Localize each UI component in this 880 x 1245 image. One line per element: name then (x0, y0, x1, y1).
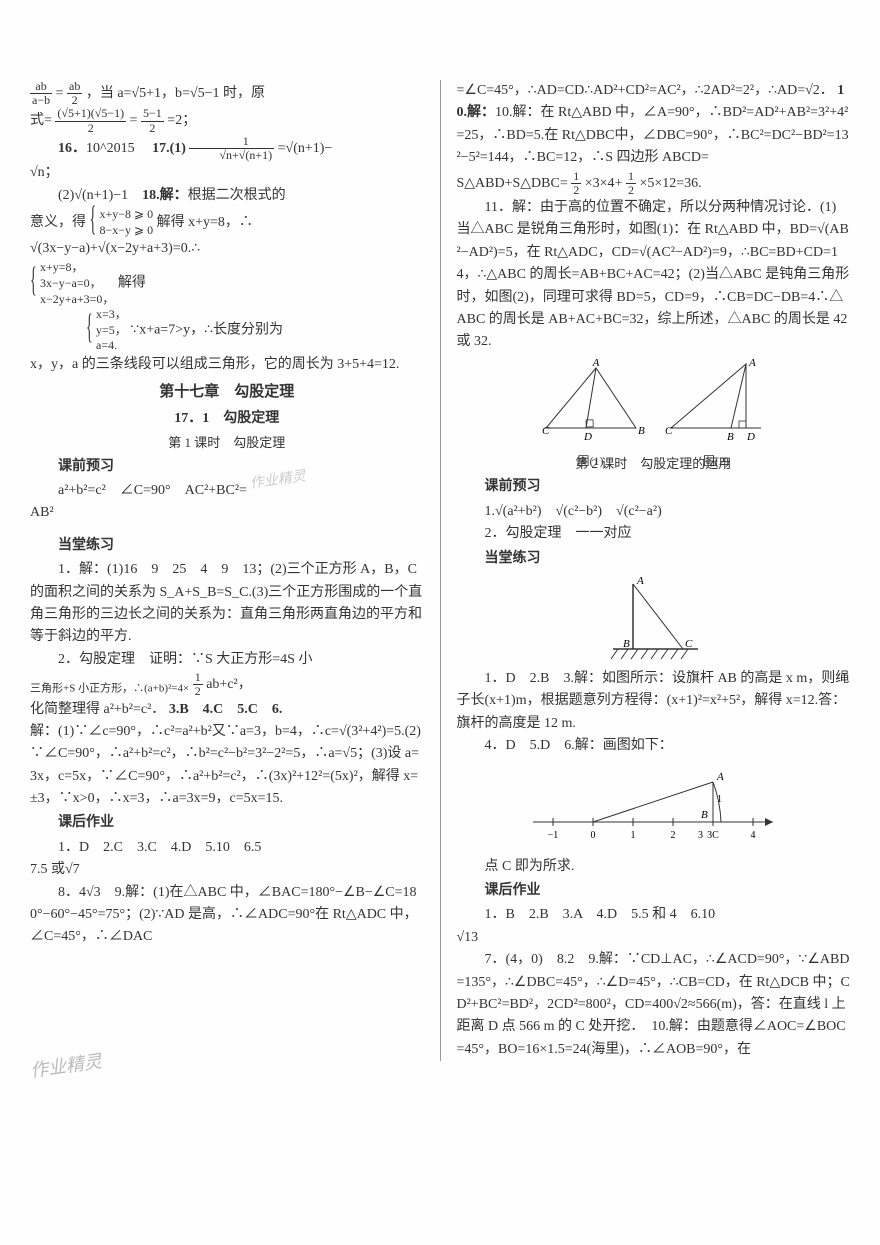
numberline-figure: −1 0 1 2 3C 4 A B 1 3 (523, 762, 783, 852)
numberline-text: 点 C 即为所求. (457, 856, 851, 878)
left-line2: 式= (√5+1)(√5−1)2 = 5−12 =2； (30, 107, 424, 134)
right-hw-1: 1．B 2.B 3.A 4.D 5.5 和 4 6.10 (457, 904, 851, 926)
right-q11: 11．解：由于高的位置不确定，所以分两种情况讨论．(1)当△ABC 是锐角三角形… (457, 197, 851, 354)
left-sys3: x=3， y=5， a=4. ∵x+a=7>y，∴长度分别为 (30, 307, 424, 354)
right-hw-7to10: 7．(4，0) 8.2 9.解：∵CD⊥AC，∴∠ACD=90°，∵∠ABD=1… (457, 949, 851, 1061)
svg-text:C: C (665, 425, 673, 437)
figure-2: A C B D 图(2) (661, 358, 771, 448)
fig1-caption: 图(1) (536, 452, 646, 471)
svg-text:A: A (591, 358, 599, 369)
svg-text:A: A (748, 358, 756, 369)
svg-text:4: 4 (751, 830, 756, 841)
left-hw1: 1．D 2.C 3.C 4.D 5.10 6.5 (30, 837, 424, 859)
left-line6: 意义，得 x+y−8 ⩾ 0 8−x−y ⩾ 0 解得 x+y=8，∴ (30, 207, 424, 238)
text: ，当 a=√5+1，b=√5−1 时，原 (86, 86, 265, 101)
hw2-heading: 课后作业 (457, 880, 851, 902)
preview-body2: AB² (30, 502, 424, 524)
right-column: =∠C=45°，∴AD=CD∴AD²+CD²=AC²，∴2AD²=2²，∴AD=… (457, 80, 851, 1061)
right-ex4to6: 4．D 5.D 6.解：画图如下： (457, 735, 851, 757)
left-ex2b: 三角形+S 小正方形，∴(a+b)²=4× 12 ab+c²， (30, 671, 424, 698)
class-heading: 当堂练习 (30, 535, 424, 557)
left-ex1: 1．解：(1)16 9 25 4 9 13；(2)三个正方形 A，B，C 的面积… (30, 559, 424, 649)
section-17-1: 17．1 勾股定理 (30, 408, 424, 430)
flagpole-figure: A B C (583, 574, 723, 664)
svg-text:D: D (746, 431, 755, 443)
page-columns: aba−b = ab2 ，当 a=√5+1，b=√5−1 时，原 式= (√5+… (0, 0, 880, 1101)
lesson-1: 第 1 课时 勾股定理 (30, 433, 424, 454)
preview-body: a²+b²=c² ∠C=90° AC²+BC²= (30, 480, 424, 502)
class2-heading: 当堂练习 (457, 548, 851, 570)
preview-heading: 课前预习 (30, 456, 424, 478)
column-divider (440, 80, 441, 1061)
svg-text:−1: −1 (548, 830, 559, 841)
right-ex1to3: 1．D 2.B 3.解：如图所示：设旗杆 AB 的高是 x m，则绳子长(x+1… (457, 668, 851, 735)
svg-text:1: 1 (631, 830, 636, 841)
svg-text:B: B (623, 638, 630, 650)
left-hw7: 7.5 或√7 (30, 859, 424, 881)
svg-text:3C: 3C (707, 830, 719, 841)
chapter-title: 第十七章 勾股定理 (30, 380, 424, 404)
preview2-2: 2．勾股定理 一一对应 (457, 523, 851, 545)
left-ex6body: 解：(1)∵∠c=90°，∴c²=a²+b²又∵a=3，b=4，∴c=√(3²+… (30, 721, 424, 811)
left-ans16-17: 16．10^2015 17.(1) 1√n+√(n+1) =√(n+1)− (30, 135, 424, 162)
left-line1: aba−b = ab2 ，当 a=√5+1，b=√5−1 时，原 (30, 80, 424, 107)
left-hw8: 8．4√3 9.解：(1)在△ABC 中，∠BAC=180°−∠B−∠C=180… (30, 882, 424, 949)
left-column: aba−b = ab2 ，当 a=√5+1，b=√5−1 时，原 式= (√5+… (30, 80, 424, 1061)
left-line4: √n； (30, 162, 424, 184)
lesson-2: 第 2 课时 勾股定理的运用 (457, 454, 851, 475)
left-ex2a: 2．勾股定理 证明：∵S 大正方形=4S 小 (30, 649, 424, 671)
right-q10b: S△ABD+S△DBC= 12 ×3×4+ 12 ×5×12=36. (457, 170, 851, 197)
svg-text:0: 0 (591, 830, 596, 841)
svg-text:B: B (638, 425, 645, 437)
svg-text:3: 3 (698, 830, 703, 841)
hw-heading: 课后作业 (30, 812, 424, 834)
svg-text:2: 2 (671, 830, 676, 841)
svg-text:B: B (701, 809, 708, 821)
figures-row: A C D B 图(1) A C B D 图(2) (457, 354, 851, 452)
left-sys2: x+y=8， 3x−y−a=0， x−2y+a+3=0， 解得 (30, 260, 424, 307)
preview2-heading: 课前预习 (457, 476, 851, 498)
right-cont1: =∠C=45°，∴AD=CD∴AD²+CD²=AC²，∴2AD²=2²，∴AD=… (457, 80, 851, 170)
svg-text:C: C (685, 638, 693, 650)
svg-text:A: A (636, 575, 644, 587)
left-ex2d-3to6: 化简整理得 a²+b²=c²． 3.B 4.C 5.C 6. (30, 699, 424, 721)
svg-text:1: 1 (717, 794, 722, 805)
svg-text:A: A (716, 771, 724, 783)
svg-text:C: C (542, 425, 550, 437)
svg-text:D: D (583, 431, 592, 443)
svg-text:B: B (727, 431, 734, 443)
preview2-1: 1.√(a²+b²) √(c²−b²) √(c²−a²) (457, 501, 851, 523)
figure-1: A C D B 图(1) (536, 358, 646, 448)
right-hw-sqrt13: √13 (457, 927, 851, 949)
fig2-caption: 图(2) (661, 452, 771, 471)
